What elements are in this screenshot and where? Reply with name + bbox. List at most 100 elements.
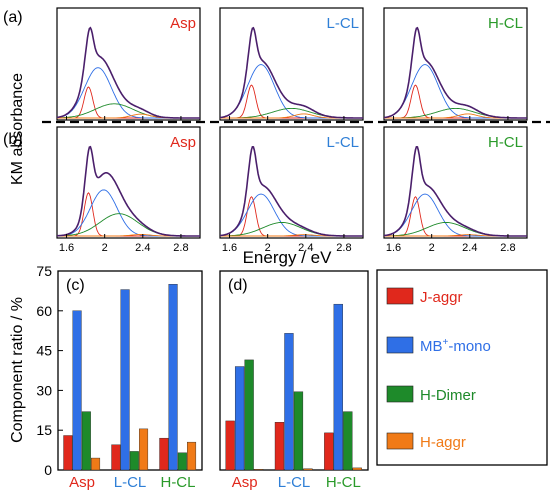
y-tick-label: 45	[36, 343, 52, 359]
y-tick-label: 0	[44, 462, 52, 478]
panel-c-label: (c)	[66, 277, 85, 294]
bar-panel: 0 15 30 45 60 75 Asp L-CL H-CL	[36, 263, 203, 491]
envelope-curve	[383, 145, 527, 237]
h-aggr-bar	[352, 467, 362, 471]
legend-item: H-Dimer	[386, 385, 476, 404]
j-aggr-bar	[324, 432, 334, 471]
y-tick-label: 15	[36, 422, 52, 438]
mb-mono-curve	[56, 67, 200, 119]
legend-label: H-Dimer	[420, 387, 476, 404]
mb-mono-bar	[284, 333, 294, 471]
x-tick-label: 1.6	[386, 242, 401, 254]
envelope-curve	[383, 26, 527, 119]
h-dimer-bar	[293, 391, 304, 471]
legend-swatch	[386, 385, 414, 403]
mb-mono-curve	[57, 189, 200, 237]
spectrum-panel: Asp	[56, 7, 201, 121]
y-tick-label: 75	[36, 263, 52, 279]
h-aggr-bar	[139, 428, 149, 471]
row-a-label: (a)	[3, 9, 23, 26]
h-dimer-bar	[343, 411, 353, 471]
j-aggr-bar	[225, 420, 235, 471]
sample-label: H-CL	[488, 134, 523, 151]
x-tick-label: 2.8	[173, 242, 188, 254]
j-aggr-bar	[159, 437, 169, 471]
bar-charts: 0 15 30 45 60 75 Asp L-CL H-CL Asp L-CL H-CL	[36, 263, 369, 491]
h-aggr-bar	[303, 468, 313, 471]
spectrum-frame	[219, 7, 364, 121]
h-aggr-bar	[187, 441, 197, 471]
j-aggr-bar	[111, 444, 121, 471]
sample-label: Asp	[170, 15, 196, 32]
j-aggr-bar	[63, 435, 73, 471]
component-ratio-label: Component ratio / %	[9, 297, 26, 443]
envelope-curve	[219, 26, 363, 119]
sample-label: Asp	[170, 134, 196, 151]
spectrum-frame	[219, 126, 364, 239]
x-tick-label: 1.6	[59, 242, 74, 254]
spectrum-frame	[383, 126, 528, 239]
legend-swatch	[386, 336, 414, 354]
h-dimer-bar	[244, 359, 254, 471]
h-aggr-bar	[253, 469, 264, 471]
x-tick-label: 2.8	[336, 242, 351, 254]
x-tick-label: 2	[265, 242, 271, 254]
legend-swatch	[386, 432, 414, 450]
km-absorbance-label: KM absorbance	[9, 73, 26, 185]
mb-mono-bar	[333, 303, 343, 471]
x-tick-label: 2.8	[500, 242, 515, 254]
spectrum-panel: 1.6 2 2.4 2.8 H-CL	[383, 126, 528, 254]
spectrum-frame	[56, 126, 201, 239]
j-aggr-curve	[57, 192, 200, 237]
x-tick-label: 1.6	[222, 242, 237, 254]
panel-d-label: (d)	[228, 277, 248, 294]
envelope-curve	[56, 145, 200, 237]
mb-mono-curve	[383, 64, 527, 119]
spectrum-panel: H-CL	[383, 7, 528, 121]
spectra-panels: Asp L-CL H-CL 1.6 2 2.4 2.8 Asp 1.6 2 2.4 2.8 L-CL 1.…	[56, 7, 528, 254]
envelope-curve	[56, 26, 200, 119]
legend-swatch	[386, 287, 414, 305]
legend-item: MB+-mono	[386, 336, 491, 355]
category-label: L-CL	[278, 474, 311, 491]
x-tick-label: 2	[102, 242, 108, 254]
h-dimer-bar	[129, 451, 139, 471]
category-label: H-CL	[160, 474, 195, 491]
category-label: H-CL	[326, 474, 361, 491]
spectrum-frame	[56, 7, 201, 121]
x-tick-label: 2.4	[298, 242, 313, 254]
mb-mono-bar	[120, 289, 130, 471]
spectrum-panel: L-CL	[219, 7, 364, 121]
legend-item: J-aggr	[386, 287, 463, 306]
legend: J-aggr MB+-mono H-Dimer H-aggr	[386, 287, 491, 451]
row-b-label: (b)	[3, 131, 23, 148]
energy-axis-label: Energy / eV	[243, 248, 332, 267]
bar-panel: Asp L-CL H-CL	[219, 270, 369, 491]
h-dimer-bar	[177, 452, 187, 471]
category-label: Asp	[232, 474, 258, 491]
envelope-curve	[219, 145, 363, 237]
j-aggr-bar	[274, 422, 285, 471]
h-aggr-bar	[91, 457, 101, 471]
y-tick-label: 30	[36, 382, 52, 398]
sample-label: H-CL	[488, 15, 523, 32]
j-aggr-curve	[384, 84, 527, 119]
y-tick-label: 60	[36, 303, 52, 319]
mb-mono-bar	[168, 284, 178, 471]
j-aggr-curve	[220, 84, 363, 119]
legend-label: J-aggr	[420, 289, 463, 306]
x-tick-label: 2.4	[135, 242, 150, 254]
legend-label: MB+-mono	[420, 337, 491, 355]
x-tick-label: 2	[429, 242, 435, 254]
h-dimer-bar	[81, 411, 91, 471]
category-label: L-CL	[114, 474, 147, 491]
sample-label: L-CL	[326, 134, 359, 151]
category-label: Asp	[69, 474, 95, 491]
sample-label: L-CL	[326, 15, 359, 32]
mb-mono-curve	[219, 64, 363, 119]
spectrum-panel: 1.6 2 2.4 2.8 Asp	[56, 126, 201, 254]
legend-box	[376, 269, 548, 466]
mb-mono-bar	[72, 310, 82, 471]
legend-item: H-aggr	[386, 432, 466, 451]
